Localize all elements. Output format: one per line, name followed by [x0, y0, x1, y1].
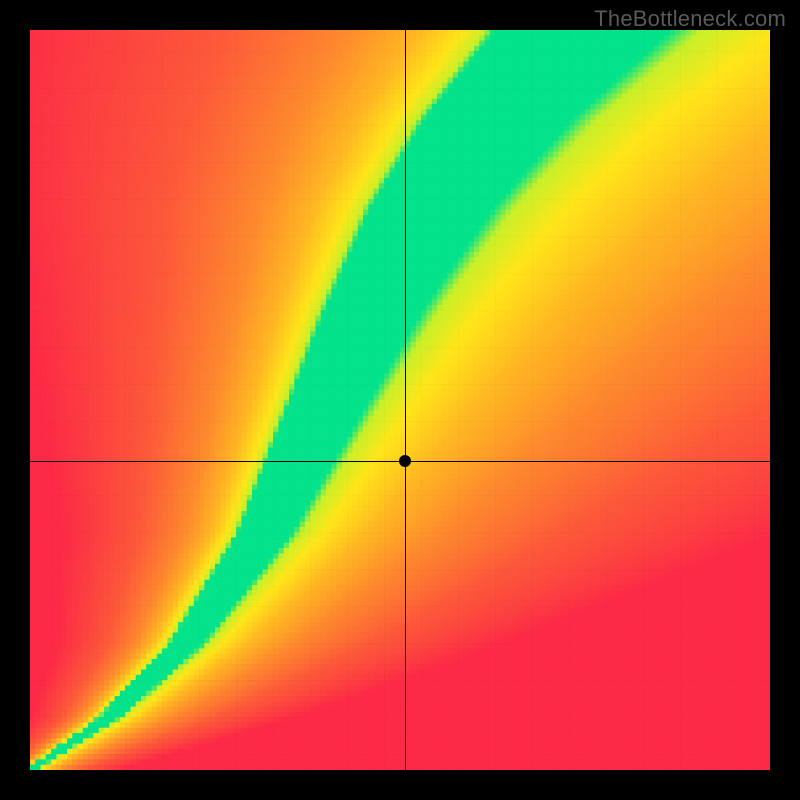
- watermark-text: TheBottleneck.com: [594, 6, 786, 32]
- crosshair-vertical: [405, 30, 406, 770]
- chart-container: TheBottleneck.com: [0, 0, 800, 800]
- plot-frame: [30, 30, 770, 770]
- heatmap-canvas: [30, 30, 770, 770]
- crosshair-marker: [399, 455, 411, 467]
